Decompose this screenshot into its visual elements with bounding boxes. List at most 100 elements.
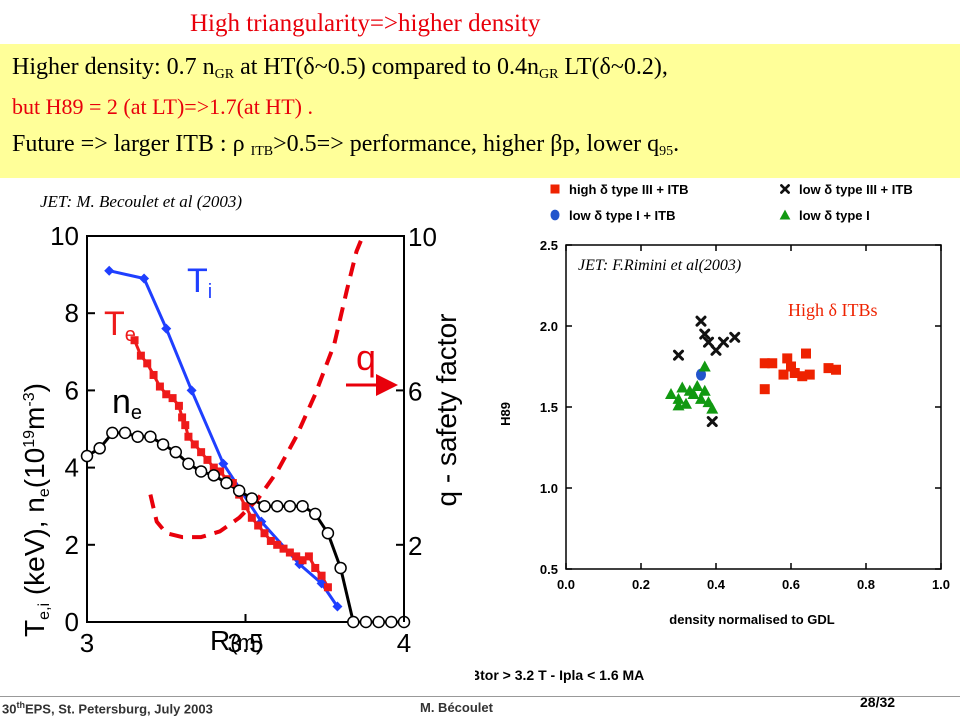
summary-box: [0, 44, 960, 178]
point-te: [181, 421, 190, 430]
label-ti-main: T: [187, 262, 208, 300]
point-ne: [372, 615, 385, 629]
ylabel-part-9: ): [19, 383, 50, 392]
point-te: [155, 382, 164, 391]
point-te: [149, 370, 158, 379]
point-ne: [169, 445, 183, 459]
scatter-point-s2: [706, 416, 718, 428]
point-ti: [332, 601, 343, 612]
scatter-point-s3: [672, 392, 685, 404]
scatter-point-s2: [695, 315, 707, 327]
point-te: [317, 571, 326, 580]
scatter-markers: [665, 315, 841, 428]
point-ti: [186, 385, 197, 396]
footer-event-num: 30: [2, 701, 17, 717]
footer-rule: [0, 696, 960, 697]
left-y-tick-label: 0: [65, 607, 79, 637]
profile-chart-markers: [80, 265, 411, 629]
point-te: [209, 463, 218, 472]
point-ne: [334, 561, 347, 575]
summary-line-1-c: LT(δ~0.2),: [558, 54, 668, 80]
point-te: [254, 521, 263, 530]
ylabel-part-1: T: [19, 620, 50, 637]
scatter-point-s2: [699, 328, 711, 340]
scatter-point-s3: [676, 381, 689, 393]
point-ne: [93, 442, 106, 455]
point-te: [178, 413, 187, 422]
scatter-y-tick-label: 1.5: [540, 400, 558, 415]
scatter-point-s0: [823, 363, 834, 374]
scatter-point-s2: [710, 344, 722, 356]
scatter-x-axis-label: density normalised to GDL: [669, 612, 834, 627]
left-y-axis-label: Te,i (keV), ne(1019m-3): [19, 383, 53, 637]
label-te-main: T: [104, 305, 125, 343]
profile-chart-ticks: 0 2 4 6 8 10 2 6 10 3 3.5 4: [50, 221, 437, 658]
q-arrow-head: [376, 374, 398, 396]
right-y-tick-label: 10: [408, 222, 437, 252]
scatter-y-tick-label: 0.5: [540, 562, 558, 577]
scatter-point-s3: [680, 397, 692, 409]
footer-event: 30thEPS, St. Petersburg, July 2003: [2, 700, 213, 716]
scatter-point-s0: [759, 358, 770, 369]
left-y-tick-label: 4: [65, 453, 79, 483]
legend-label-0: high δ type III + ITB: [569, 182, 688, 197]
scatter-y-tick-label: 2.5: [540, 238, 558, 253]
left-figure-caption: JET: M. Becoulet et al (2003): [40, 192, 243, 211]
point-te: [184, 432, 193, 441]
label-te-sub: e: [125, 324, 136, 346]
ylabel-part-2: e,i: [36, 603, 53, 620]
legend-marker-0: [550, 184, 560, 194]
point-te: [260, 529, 269, 538]
right-y-tick-label: 6: [408, 376, 422, 406]
scatter-footnote: Btor > 3.2 T - Ipla < 1.6 MA: [475, 667, 644, 683]
point-ne: [80, 449, 94, 463]
scatter-point-s2: [673, 349, 684, 361]
scatter-point-s0: [782, 353, 793, 364]
summary-line-3-c: .: [673, 131, 680, 157]
scatter-y-axis-label: H89: [498, 402, 513, 426]
scatter-x-tick-label: 1.0: [932, 577, 950, 592]
legend-marker-2: [780, 184, 790, 194]
point-te: [190, 440, 199, 449]
scatter-point-s2: [729, 331, 741, 343]
point-te: [130, 336, 139, 345]
point-te: [298, 556, 307, 565]
label-ne-main: n: [112, 383, 131, 421]
point-ne: [106, 426, 119, 440]
footer-author: M. Bécoulet: [420, 700, 493, 715]
point-te: [136, 351, 145, 360]
point-ne: [385, 615, 398, 629]
scatter-point-s0: [778, 369, 789, 380]
ylabel-part-7: m: [19, 407, 50, 430]
point-ne: [270, 499, 284, 513]
point-te: [203, 455, 212, 464]
scatter-point-s3: [695, 392, 707, 404]
point-ne: [232, 484, 246, 498]
point-ne: [347, 615, 360, 629]
scatter-point-s0: [801, 348, 811, 359]
x-tick-label: 3: [80, 628, 94, 658]
point-ne: [156, 438, 170, 451]
summary-line-1-sub-b: GR: [538, 67, 559, 82]
scatter-point-s2: [718, 336, 729, 348]
x-tick-label: 4: [397, 628, 411, 658]
series-line-q: [148, 235, 365, 540]
scatter-plot-frame: [565, 244, 942, 570]
point-te: [273, 540, 282, 549]
scatter-point-s2: [703, 336, 714, 348]
point-ne: [296, 499, 309, 513]
scatter-point-s3: [672, 399, 685, 411]
summary-line-3-b: >0.5=> performance, higher βp, lower q: [273, 131, 660, 157]
summary-line-1-b: at HT(δ~0.5) compared to 0.4n: [234, 54, 539, 80]
legend-label-3: low δ type I: [799, 208, 870, 223]
scatter-point-s0: [804, 369, 815, 380]
point-te: [266, 536, 275, 545]
label-ne: ne: [112, 383, 142, 424]
point-te: [279, 544, 288, 553]
point-ti: [316, 578, 327, 589]
point-ti: [161, 323, 172, 334]
point-te: [304, 552, 313, 561]
scatter-point-s0: [797, 371, 808, 382]
left-y-tick-label: 10: [50, 221, 79, 251]
